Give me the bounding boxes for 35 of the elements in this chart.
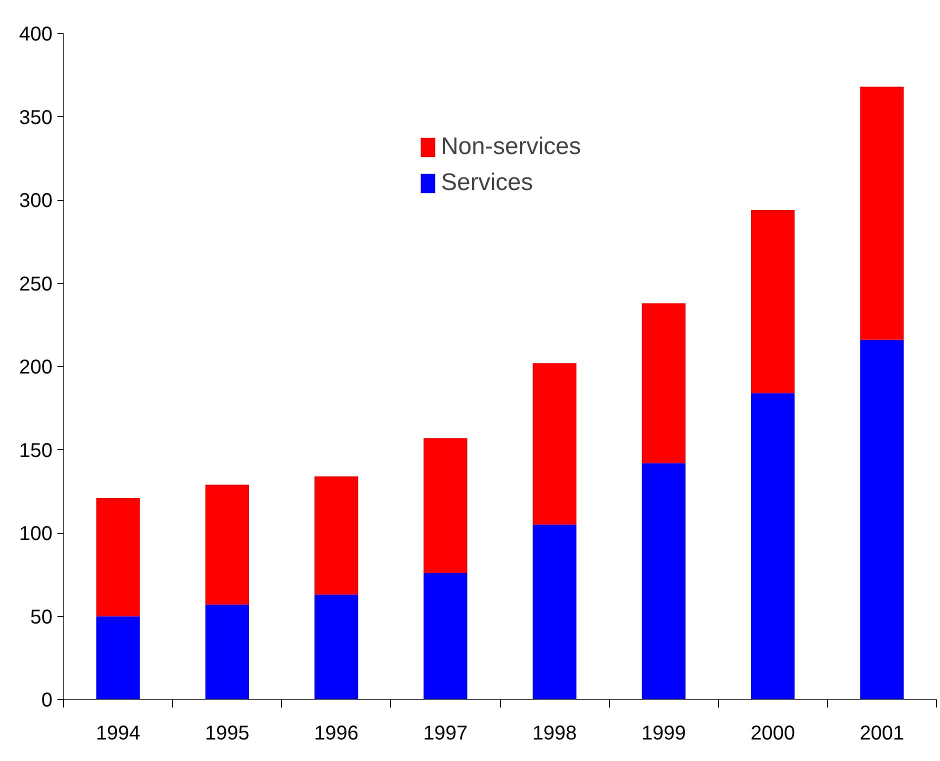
bar bbox=[424, 438, 468, 573]
y-tick-label: 150 bbox=[19, 440, 53, 462]
bar bbox=[532, 363, 576, 525]
bar bbox=[750, 210, 795, 394]
y-tick-label: 50 bbox=[30, 606, 53, 628]
bar bbox=[642, 463, 686, 700]
x-tick-label: 1998 bbox=[532, 722, 577, 744]
legend-label: Non-services bbox=[440, 133, 582, 161]
x-tick-label: 1999 bbox=[641, 722, 686, 744]
legend-label: Services bbox=[440, 169, 534, 197]
y-tick-label: 400 bbox=[19, 24, 53, 46]
bar bbox=[424, 572, 468, 700]
bar bbox=[860, 86, 904, 340]
bar bbox=[532, 524, 576, 700]
bar bbox=[205, 484, 250, 605]
bar bbox=[314, 594, 358, 700]
y-tick-label: 100 bbox=[19, 523, 53, 545]
bar bbox=[642, 303, 686, 464]
y-tick-label: 200 bbox=[19, 356, 53, 378]
x-tick-label: 1995 bbox=[204, 722, 250, 744]
bar bbox=[750, 393, 795, 700]
x-tick-label: 1994 bbox=[96, 722, 140, 744]
bar bbox=[314, 476, 358, 595]
x-tick-label: 2000 bbox=[750, 722, 796, 744]
y-tick-label: 0 bbox=[41, 690, 52, 712]
y-tick-label: 350 bbox=[19, 106, 53, 129]
x-tick-label: 1996 bbox=[314, 722, 359, 744]
y-tick-label: 250 bbox=[19, 273, 53, 296]
y-tick-label: 300 bbox=[19, 190, 53, 212]
x-tick-label: 2001 bbox=[860, 722, 904, 744]
bar bbox=[205, 604, 250, 700]
bar bbox=[860, 340, 904, 700]
x-tick-label: 1997 bbox=[423, 722, 468, 744]
bar bbox=[96, 498, 140, 616]
bar bbox=[96, 616, 140, 700]
